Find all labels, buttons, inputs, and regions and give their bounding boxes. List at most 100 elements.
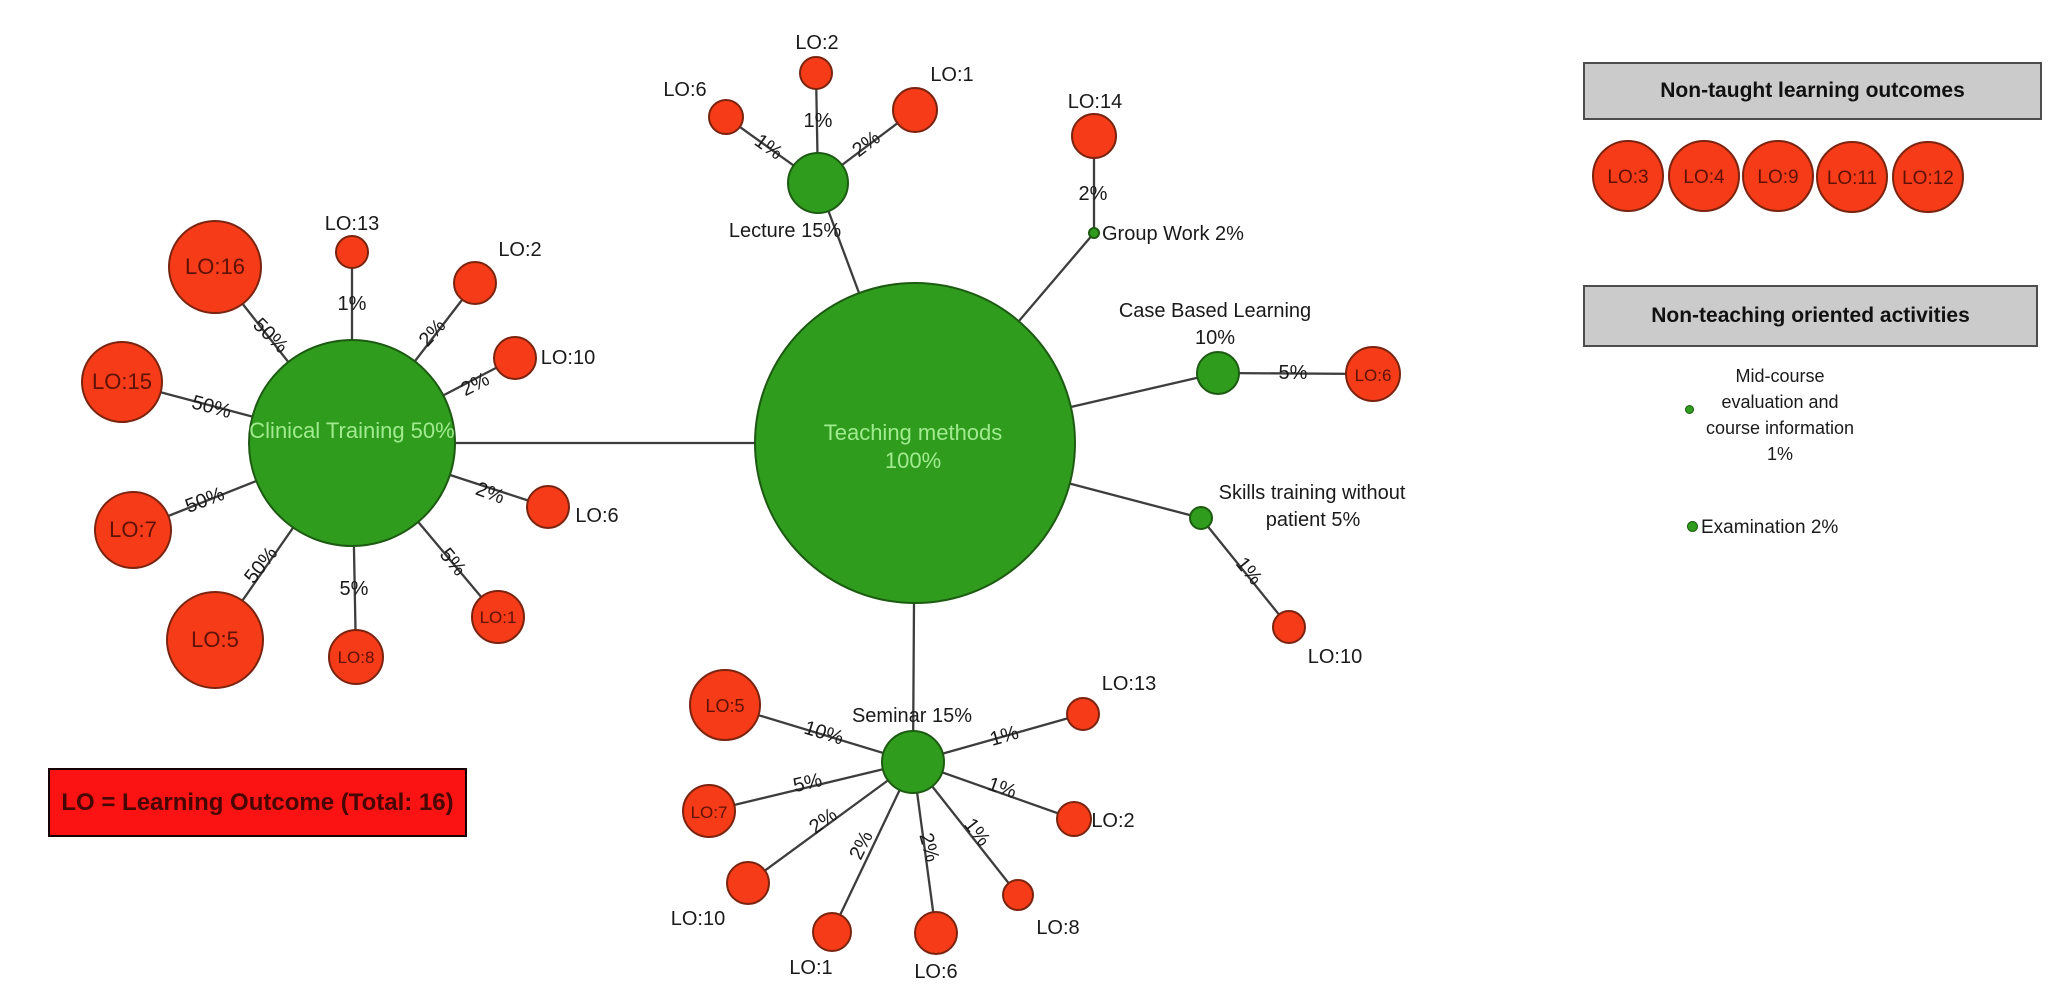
skills-title-2: patient 5% [1266,509,1361,531]
hub-lecture-circle [787,152,849,214]
pct-sem-lo6: 2% [914,831,943,865]
lecture-lo6-label: LO:6 [663,79,706,101]
pct-clin-lo5: 50% [240,543,282,588]
pct-skills-lo10: 1% [1231,553,1266,589]
seminar-lo6-label: LO:6 [914,961,957,983]
teaching-title-2: 100% [885,448,941,473]
clinical-lo13-circle [335,235,369,269]
seminar-lo5-circle [689,669,761,741]
clinical-lo7-label: LO:7 [109,517,157,542]
non-taught-outcomes-title: Non-taught learning outcomes [1660,79,1965,102]
panel-lo9-label: LO:9 [1757,167,1798,188]
pct-clin-lo7: 50% [182,483,227,518]
lecture-lo2-label: LO:2 [795,32,838,54]
panel-lo12-circle [1892,141,1964,213]
casebased-title-1: Case Based Learning [1119,300,1311,322]
panel-lo12-label: LO:12 [1902,168,1954,189]
seminar-lo1-label: LO:1 [789,957,832,979]
pct-clin-lo6: 2% [473,478,508,509]
skills-lo10-circle [1272,610,1306,644]
mid-course-dot [1685,405,1694,414]
clinical-lo15-circle [81,341,163,423]
clinical-lo2-label: LO:2 [498,239,541,261]
seminar-title: Seminar 15% [852,705,972,727]
examination-dot [1687,521,1698,532]
non-teaching-activities-title: Non-teaching oriented activities [1651,304,1970,327]
seminar-lo2-label: LO:2 [1091,810,1134,832]
pct-lec-lo6: 1% [750,130,786,165]
seminar-lo6-circle [914,911,958,955]
groupwork-title: Group Work 2% [1102,223,1244,245]
seminar-lo10-label: LO:10 [671,908,725,930]
diagram-edge [708,760,914,813]
seminar-lo7-label: LO:7 [691,803,728,822]
panel-lo3-circle [1592,140,1664,212]
pct-casebased-lo6: 5% [1279,362,1308,384]
non-taught-outcomes-header: Non-taught learning outcomes [1583,62,2042,120]
seminar-lo13-circle [1066,697,1100,731]
lecture-title: Lecture 15% [729,220,842,242]
hub-seminar-circle [881,730,945,794]
seminar-lo8-label: LO:8 [1036,917,1079,939]
lecture-lo2-circle [799,56,833,90]
pct-clin-lo8: 5% [340,578,369,600]
clinical-lo2-circle [453,261,497,305]
clinical-lo16-circle [168,220,262,314]
pct-sem-lo1: 2% [845,827,878,863]
clinical-lo8-circle [328,629,384,685]
casebased-lo6-label: LO:6 [1355,366,1392,385]
clinical-lo1-label: LO:1 [480,608,517,627]
clinical-lo5-circle [166,591,264,689]
dot-group-work-circle [1088,227,1100,239]
pct-sem-lo5: 10% [801,717,846,750]
casebased-title-2: 10% [1195,327,1235,349]
panel-lo4-circle [1668,140,1740,212]
hub-skills-training-circle [1189,506,1213,530]
pct-clin-lo13: 1% [338,293,367,315]
lecture-lo1-label: LO:1 [930,64,973,86]
non-teaching-activities-header: Non-teaching oriented activities [1583,285,2038,347]
lecture-lo6-circle [708,99,744,135]
teaching-title-1: Teaching methods [824,420,1003,445]
lecture-lo1-circle [892,87,938,133]
examination-activity: Examination 2% [1701,517,1839,538]
clinical-lo6-circle [526,485,570,529]
mid-course-line-2: evaluation and [1721,392,1839,412]
seminar-lo8-circle [1002,879,1034,911]
legend-box: LO = Learning Outcome (Total: 16) [48,768,467,837]
casebased-lo6-circle [1345,346,1401,402]
seminar-lo1-circle [812,912,852,952]
legend-text: LO = Learning Outcome (Total: 16) [61,788,454,816]
seminar-lo7-circle [682,784,736,838]
mid-course-line-4: 1% [1766,444,1793,464]
clinical-lo6-label: LO:6 [575,505,618,527]
clinical-lo15-label: LO:15 [92,369,152,394]
clinical-lo8-label: LO:8 [338,648,375,667]
seminar-lo10-circle [726,861,770,905]
diagram-edge [747,761,914,884]
pct-sem-lo13: 1% [987,722,1021,751]
groupwork-lo14-circle [1071,113,1117,159]
mid-course-line-1: Mid-course [1735,366,1825,386]
pct-clin-lo15: 50% [189,391,234,423]
pct-groupwork-lo14: 2% [1079,183,1108,205]
clinical-lo13-label: LO:13 [325,213,379,235]
clinical-lo16-label: LO:16 [185,254,245,279]
pct-sem-lo8: 1% [959,814,994,850]
panel-lo9-circle [1742,140,1814,212]
clinical-lo7-circle [94,491,172,569]
mid-course-activity: Mid-course evaluation and course informa… [1670,363,1890,467]
skills-title-1: Skills training without [1219,482,1406,504]
groupwork-lo14-label: LO:14 [1068,91,1122,113]
pct-sem-lo10: 2% [805,804,841,839]
clinical-title: Clinical Training 50% [249,418,454,443]
skills-lo10-label: LO:10 [1308,646,1362,668]
pct-lec-lo2: 1% [804,110,833,132]
seminar-lo13-label: LO:13 [1102,673,1156,695]
hub-clinical-training-circle [248,339,456,547]
panel-lo3-label: LO:3 [1607,167,1648,188]
clinical-lo10-circle [493,336,537,380]
panel-lo4-label: LO:4 [1683,167,1725,188]
